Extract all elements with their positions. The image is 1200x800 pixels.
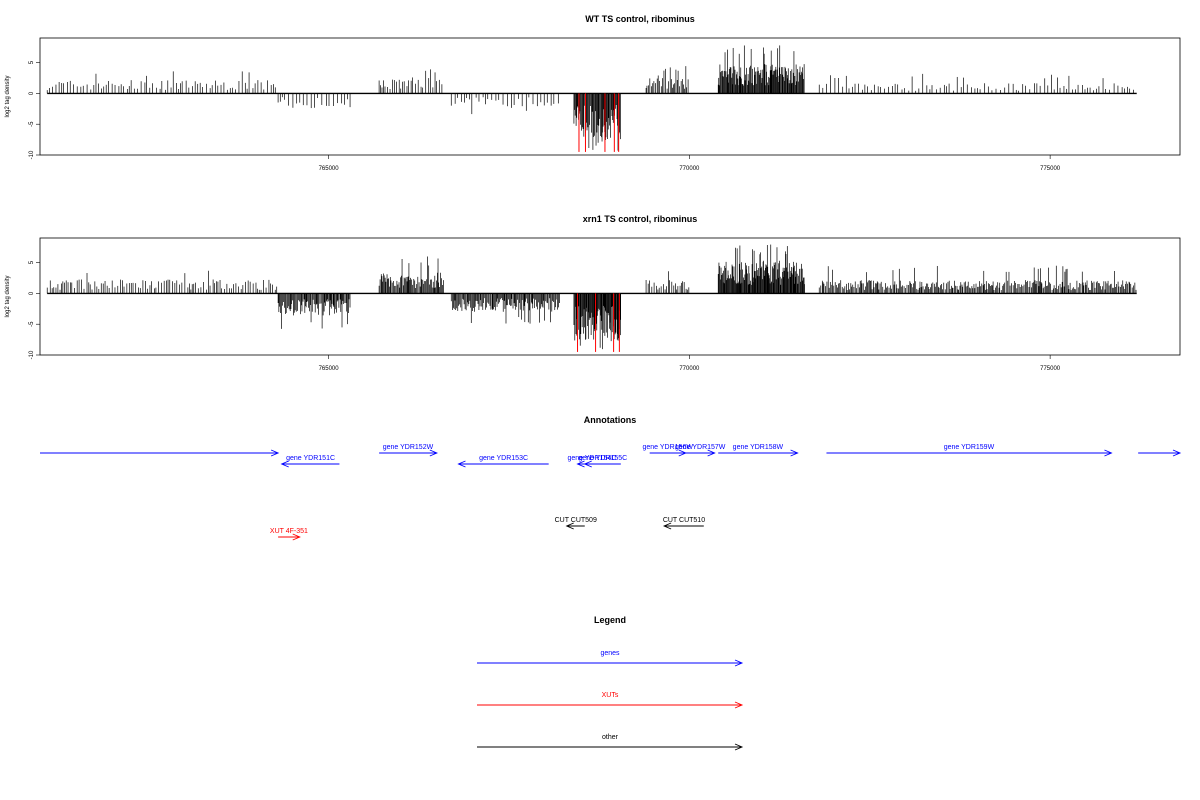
annotation-feature — [40, 449, 280, 457]
panel-title: xrn1 TS control, ribominus — [583, 214, 698, 224]
x-tick-label: 770000 — [679, 166, 700, 172]
annotations-title: Annotations — [584, 415, 637, 425]
feature-label: gene YDR151C — [286, 455, 335, 462]
feature-label: gene YDR152W — [383, 444, 434, 451]
legend-item: genes — [477, 650, 744, 667]
annotation-feature: gene YDR158W — [718, 444, 799, 457]
plot-frame — [39, 37, 1181, 156]
legend-item: other — [477, 734, 744, 751]
feature-label: CUT CUT509 — [555, 517, 597, 524]
x-tick-label: 765000 — [319, 366, 340, 372]
annotation-feature: gene YDR152W — [379, 444, 438, 457]
feature-arrowhead — [790, 449, 799, 457]
feature-arrowhead — [429, 449, 438, 457]
feature-arrowhead — [583, 460, 592, 468]
feature-label: gene YDR154C — [568, 455, 617, 462]
panel-title: WT TS control, ribominus — [585, 14, 695, 24]
y-axis-label: log2 tag density — [5, 275, 11, 317]
feature-label: gene YDR155C — [578, 455, 627, 462]
y-tick-label: -10 — [29, 350, 35, 359]
feature-arrowhead — [707, 449, 716, 457]
legend-label: other — [602, 734, 619, 741]
feature-arrowhead — [1172, 449, 1182, 457]
legend-item: XUTs — [477, 692, 744, 709]
annotation-feature: CUT CUT510 — [662, 517, 705, 530]
plot-frame — [39, 237, 1181, 356]
y-tick-label: 5 — [29, 60, 35, 64]
annotations-track: Annotations gene YDR151C gene YDR152W gene … — [40, 415, 1182, 541]
feature-arrowhead — [280, 460, 289, 468]
annotation-feature: XUT 4F-351 — [270, 528, 308, 541]
y-tick-label: 5 — [29, 260, 35, 264]
feature-label: gene YDR153C — [479, 455, 528, 462]
annotation-feature — [1138, 449, 1182, 457]
legend-label: XUTs — [602, 692, 619, 699]
feature-label: gene YDR159W — [944, 444, 995, 451]
y-axis-label: log2 tag density — [5, 75, 11, 117]
density-panel-1: WT TS control, ribominus -10 -5 0 5 log2 tag … — [5, 14, 1181, 172]
feature-arrowhead — [734, 659, 744, 667]
feature-arrowhead — [1104, 449, 1113, 457]
feature-arrowhead — [270, 449, 280, 457]
annotation-feature: gene YDR151C — [280, 455, 340, 468]
annotation-feature: gene YDR157W — [675, 444, 726, 457]
legend: Legend genes XUTs other — [477, 615, 744, 751]
feature-label: CUT CUT510 — [663, 517, 705, 524]
feature-label: XUT 4F-351 — [270, 528, 308, 535]
y-tick-label: 0 — [29, 291, 35, 295]
feature-arrowhead — [734, 743, 744, 751]
feature-arrowhead — [662, 522, 672, 530]
feature-arrowhead — [576, 460, 585, 468]
density-bars — [46, 244, 1137, 352]
annotation-feature: gene YDR155C — [578, 455, 627, 468]
annotation-feature: gene YDR153C — [457, 455, 549, 468]
y-tick-label: -5 — [29, 321, 35, 327]
density-bars — [46, 45, 1134, 152]
x-tick-label: 765000 — [319, 166, 340, 172]
annotation-feature: CUT CUT509 — [555, 517, 597, 530]
feature-arrowhead — [734, 701, 744, 709]
y-tick-label: 0 — [29, 91, 35, 95]
x-tick-label: 775000 — [1040, 166, 1061, 172]
legend-title: Legend — [594, 615, 626, 625]
density-panel-2: xrn1 TS control, ribominus -10 -5 0 5 log2 ta… — [5, 214, 1181, 372]
y-tick-label: -10 — [29, 150, 35, 159]
annotation-feature: gene YDR159W — [826, 444, 1113, 457]
y-tick-label: -5 — [29, 121, 35, 127]
feature-arrowhead — [292, 533, 301, 541]
feature-arrowhead — [565, 522, 574, 530]
legend-label: genes — [600, 650, 620, 657]
x-tick-label: 770000 — [679, 366, 700, 372]
feature-arrowhead — [457, 460, 466, 468]
feature-label: gene YDR158W — [733, 444, 784, 451]
feature-label: gene YDR157W — [675, 444, 726, 451]
feature-label: gene YDR156W — [642, 444, 693, 451]
x-tick-label: 775000 — [1040, 366, 1061, 372]
